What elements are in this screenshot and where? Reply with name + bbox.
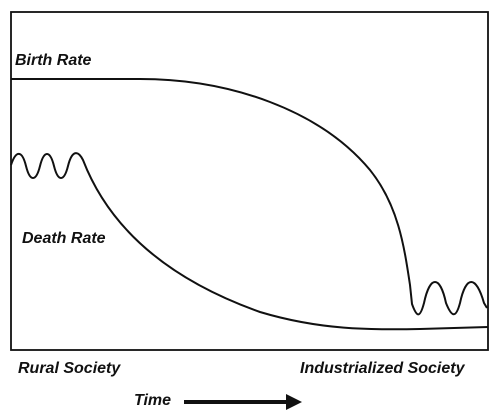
death-rate-curve xyxy=(10,152,489,331)
birth-rate-curve xyxy=(11,78,488,316)
plot-frame xyxy=(10,11,489,351)
time-arrow xyxy=(184,394,302,410)
death-rate-label: Death Rate xyxy=(22,230,106,247)
time-axis-label: Time xyxy=(134,392,172,409)
rural-society-label: Rural Society xyxy=(18,360,121,377)
industrialized-society-label: Industrialized Society xyxy=(300,360,465,377)
birth-rate-label: Birth Rate xyxy=(15,52,92,69)
